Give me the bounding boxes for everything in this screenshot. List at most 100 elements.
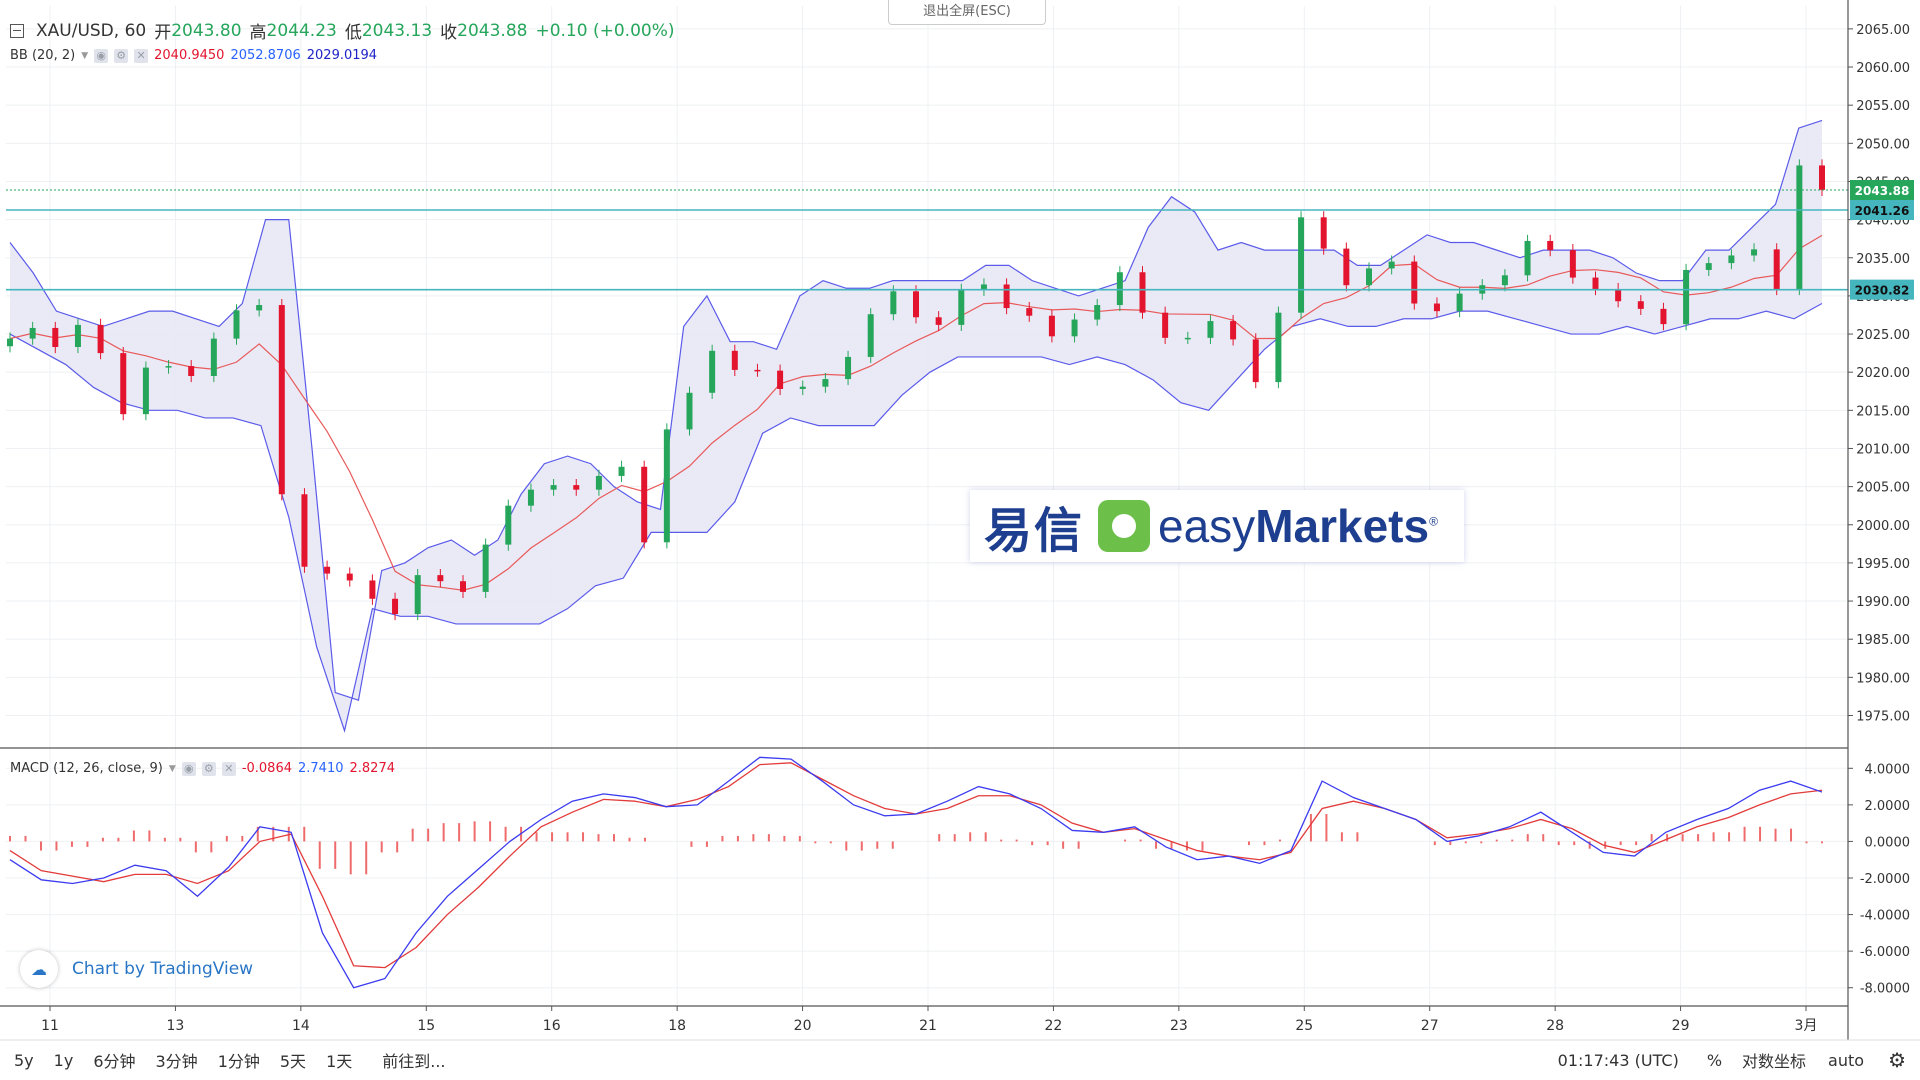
candle-body (369, 580, 376, 599)
bb-lower-line (9, 302, 1823, 733)
level-price-tag (1850, 199, 1914, 220)
candle-body (188, 366, 195, 376)
candle-body (1773, 249, 1780, 290)
candle-body (867, 314, 874, 357)
candle-body (1184, 337, 1191, 340)
macd-legend: MACD (12, 26, close, 9) ▼ ◉ ⚙ ✕ -0.0864 … (10, 761, 395, 776)
candle-body (1026, 308, 1033, 316)
y-tick-label: 2035.00 (1856, 252, 1910, 267)
candle-body (1751, 249, 1758, 256)
exit-fullscreen-button[interactable]: 退出全屏(ESC) (888, 0, 1046, 25)
candle-body (1683, 269, 1690, 325)
remove-icon[interactable]: ✕ (221, 761, 236, 776)
bb-basis-value: 2040.9450 (154, 48, 225, 63)
easymarkets-logo: 易信 easyMarkets® (970, 490, 1464, 562)
logo-mark-icon (1098, 500, 1151, 552)
candle-body (1524, 240, 1531, 276)
timeframe-1d[interactable]: 1天 (326, 1052, 353, 1071)
y-tick-label: 2000.00 (1856, 519, 1910, 534)
timeframe-3m[interactable]: 3分钟 (155, 1052, 198, 1071)
level-price-label: 2030.82 (1855, 284, 1910, 298)
candle-body (754, 369, 761, 372)
candle-body (686, 392, 693, 430)
timeframe-1y[interactable]: 1y (53, 1050, 74, 1070)
gear-icon[interactable]: ⚙ (1888, 1048, 1906, 1072)
x-tick-label: 21 (919, 1018, 937, 1034)
candle-body (890, 291, 897, 315)
candle-body (1162, 312, 1169, 338)
timeframe-6m[interactable]: 6分钟 (93, 1052, 136, 1071)
open-value: 2043.80 (171, 20, 242, 41)
y-tick-label: 1990.00 (1856, 595, 1910, 610)
caret-down-icon[interactable]: ▼ (81, 50, 89, 61)
candle-body (1547, 240, 1554, 251)
macd-line-value: 2.7410 (298, 761, 344, 776)
candle-body (663, 429, 670, 543)
candle-body (1252, 339, 1259, 383)
candle-body (550, 485, 557, 490)
eye-icon[interactable]: ◉ (181, 761, 196, 776)
settings-icon[interactable]: ⚙ (201, 761, 216, 776)
settings-icon[interactable]: ⚙ (114, 48, 129, 63)
candle-body (1003, 284, 1010, 309)
candle-body (210, 338, 217, 376)
timeframe-1m[interactable]: 1分钟 (217, 1052, 260, 1071)
candle-body (1071, 319, 1078, 337)
percent-toggle[interactable]: % (1706, 1050, 1723, 1070)
bb-label[interactable]: BB (20, 2) (10, 48, 76, 63)
candle-body (595, 475, 602, 490)
tradingview-cloud-icon: ☁ (20, 950, 58, 988)
candle-body (527, 489, 534, 506)
macd-hist-value: -0.0864 (241, 761, 292, 776)
candle-body (1819, 165, 1825, 190)
y-tick-label: 2050.00 (1856, 137, 1910, 152)
y-tick-label: 1985.00 (1856, 633, 1910, 648)
candle-body (1411, 261, 1418, 304)
candle-body (1366, 268, 1372, 286)
auto-scale-toggle[interactable]: auto (1828, 1050, 1865, 1070)
macd-signal-value: 2.8274 (349, 761, 396, 776)
candle-body (142, 367, 149, 415)
macd-label[interactable]: MACD (12, 26, close, 9) (10, 761, 163, 776)
remove-icon[interactable]: ✕ (134, 48, 149, 63)
candle-body (437, 575, 444, 582)
timeframe-5y[interactable]: 5y (14, 1050, 34, 1070)
candle-body (165, 366, 172, 368)
x-tick-label: 11 (41, 1018, 59, 1034)
x-tick-label: 25 (1295, 1018, 1313, 1034)
log-scale-toggle[interactable]: 对数坐标 (1742, 1052, 1807, 1071)
candle-body (573, 485, 580, 490)
high-label: 高 (249, 23, 267, 43)
brand-text[interactable]: Chart by TradingView (72, 959, 254, 979)
candle-body (482, 544, 489, 592)
y-tick-label: 0.0000 (1865, 835, 1911, 850)
candle-body (346, 573, 353, 581)
candle-body (1298, 217, 1305, 313)
tradingview-brand[interactable]: ☁ Chart by TradingView (20, 950, 253, 988)
candle-body (1433, 303, 1440, 312)
timeframe-5d[interactable]: 5天 (279, 1052, 307, 1071)
macd-line (9, 756, 1823, 989)
candle-body (1637, 301, 1644, 309)
candle-body (1501, 275, 1508, 286)
y-tick-label: 2025.00 (1856, 328, 1910, 343)
bottom-toolbar: 5y 1y 6分钟 3分钟 1分钟 5天 1天 前往到... 01:17:43 … (0, 1040, 1920, 1080)
candle-body (1569, 250, 1576, 278)
open-label: 开 (154, 23, 172, 43)
candle-body (822, 379, 829, 387)
candle-body (1275, 312, 1282, 383)
y-tick-label: -2.0000 (1860, 872, 1910, 887)
close-label: 收 (440, 23, 458, 43)
collapse-icon[interactable] (10, 23, 24, 38)
close-value: 2043.88 (457, 20, 528, 41)
caret-down-icon[interactable]: ▼ (168, 763, 176, 774)
candle-body (1320, 217, 1327, 249)
candle-body (460, 581, 466, 592)
x-tick-label: 28 (1546, 1018, 1564, 1034)
eye-icon[interactable]: ◉ (94, 48, 109, 63)
candle-body (120, 353, 127, 415)
y-tick-label: 2.0000 (1865, 799, 1911, 814)
goto-button[interactable]: 前往到... (382, 1052, 446, 1071)
